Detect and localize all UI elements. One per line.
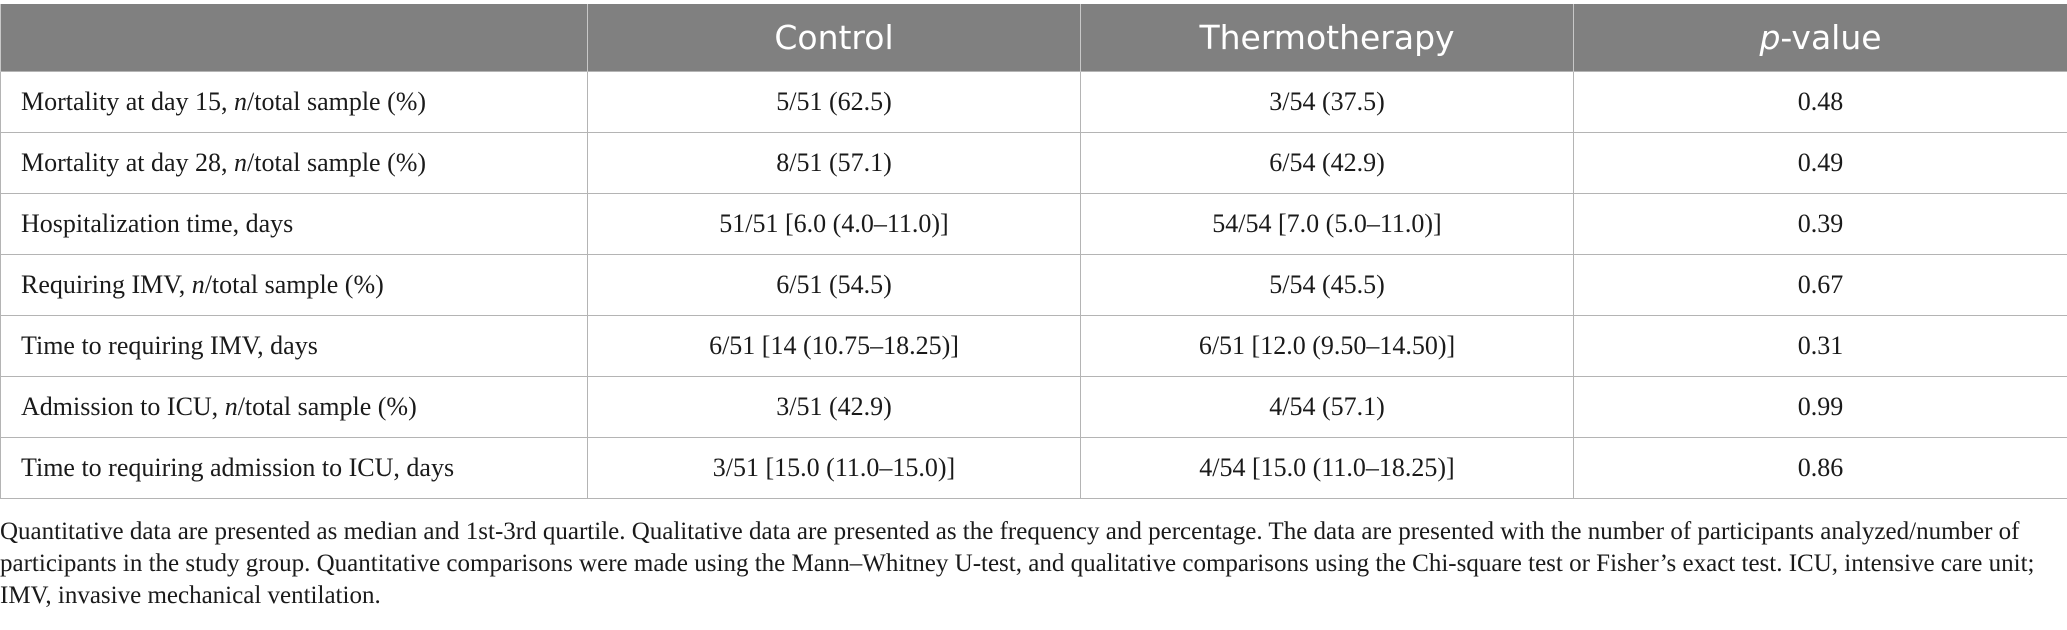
table-body: Mortality at day 15, n/total sample (%) 5…: [0, 71, 2067, 499]
table-row: Mortality at day 28, n/total sample (%) 8…: [0, 132, 2067, 194]
row-label: Time to requiring IMV, days: [0, 315, 588, 377]
header-p-rest: -value: [1780, 18, 1882, 57]
row-label-italic: n: [234, 148, 248, 177]
p-value: 0.39: [1573, 193, 2067, 255]
thermotherapy-value: 6/51 [12.0 (9.50–14.50)]: [1080, 315, 1574, 377]
thermotherapy-value: 5/54 (45.5): [1080, 254, 1574, 316]
table-footnote: Quantitative data are presented as media…: [0, 518, 2035, 609]
results-table: Control Thermotherapy p-value Mortality …: [0, 4, 2067, 499]
row-label: Time to requiring admission to ICU, days: [0, 437, 588, 499]
row-label-text: Mortality at day 15,: [21, 87, 235, 116]
row-label-text: Mortality at day 28,: [21, 148, 235, 177]
table-header: Control Thermotherapy p-value: [0, 4, 2067, 72]
table-row: Admission to ICU, n/total sample (%) 3/51…: [0, 376, 2067, 438]
p-value: 0.86: [1573, 437, 2067, 499]
row-label: Mortality at day 15, n/total sample (%): [0, 71, 588, 133]
control-value: 6/51 (54.5): [587, 254, 1081, 316]
control-value: 51/51 [6.0 (4.0–11.0)]: [587, 193, 1081, 255]
row-label-suffix: /total sample (%): [247, 87, 427, 116]
table-row: Time to requiring admission to ICU, days…: [0, 437, 2067, 499]
control-value: 6/51 [14 (10.75–18.25)]: [587, 315, 1081, 377]
thermotherapy-value: 3/54 (37.5): [1080, 71, 1574, 133]
row-label-text: Requiring IMV,: [21, 270, 192, 299]
header-p-value: p-value: [1573, 4, 2067, 72]
header-p-italic: p: [1759, 18, 1781, 57]
row-label: Mortality at day 28, n/total sample (%): [0, 132, 588, 194]
row-label-suffix: /total sample (%): [204, 270, 384, 299]
thermotherapy-value: 54/54 [7.0 (5.0–11.0)]: [1080, 193, 1574, 255]
table-row: Time to requiring IMV, days 6/51 [14 (10.…: [0, 315, 2067, 377]
control-value: 3/51 [15.0 (11.0–15.0)]: [587, 437, 1081, 499]
header-control: Control: [587, 4, 1081, 72]
row-label-text: Hospitalization time, days: [21, 209, 294, 238]
row-label-italic: n: [224, 392, 238, 421]
row-label: Requiring IMV, n/total sample (%): [0, 254, 588, 316]
p-value: 0.49: [1573, 132, 2067, 194]
row-label-italic: n: [234, 87, 248, 116]
control-value: 8/51 (57.1): [587, 132, 1081, 194]
row-label: Admission to ICU, n/total sample (%): [0, 376, 588, 438]
p-value: 0.31: [1573, 315, 2067, 377]
thermotherapy-value: 4/54 [15.0 (11.0–18.25)]: [1080, 437, 1574, 499]
row-label: Hospitalization time, days: [0, 193, 588, 255]
p-value: 0.67: [1573, 254, 2067, 316]
p-value: 0.99: [1573, 376, 2067, 438]
control-value: 5/51 (62.5): [587, 71, 1081, 133]
row-label-text: Admission to ICU,: [21, 392, 225, 421]
p-value: 0.48: [1573, 71, 2067, 133]
row-label-suffix: /total sample (%): [247, 148, 427, 177]
thermotherapy-value: 4/54 (57.1): [1080, 376, 1574, 438]
results-table-container: Control Thermotherapy p-value Mortality …: [0, 4, 2067, 499]
thermotherapy-value: 6/54 (42.9): [1080, 132, 1574, 194]
table-row: Requiring IMV, n/total sample (%) 6/51 (5…: [0, 254, 2067, 316]
row-label-text: Time to requiring admission to ICU, days: [21, 453, 455, 482]
table-row: Mortality at day 15, n/total sample (%) 5…: [0, 71, 2067, 133]
header-empty-cell: [0, 4, 588, 72]
row-label-italic: n: [191, 270, 205, 299]
row-label-suffix: /total sample (%): [237, 392, 417, 421]
control-value: 3/51 (42.9): [587, 376, 1081, 438]
header-thermotherapy: Thermotherapy: [1080, 4, 1574, 72]
table-row: Hospitalization time, days 51/51 [6.0 (4.…: [0, 193, 2067, 255]
row-label-text: Time to requiring IMV, days: [21, 331, 318, 360]
header-row: Control Thermotherapy p-value: [0, 4, 2067, 72]
